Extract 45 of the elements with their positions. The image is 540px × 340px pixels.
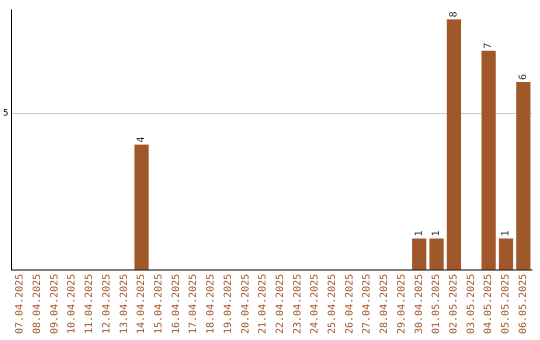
x-tick-label: 25.04.2025 <box>327 274 338 334</box>
x-tick-label: 01.05.2025 <box>431 274 442 334</box>
bar <box>482 50 496 270</box>
x-tick-label: 27.04.2025 <box>362 274 373 334</box>
bar <box>429 238 444 270</box>
x-tick-label: 20.04.2025 <box>240 274 252 334</box>
x-tick-label: 07.04.2025 <box>14 274 26 334</box>
x-tick-label: 22.04.2025 <box>274 274 286 334</box>
x-tick-label: 29.04.2025 <box>396 274 408 334</box>
x-tick-label: 08.04.2025 <box>32 274 44 334</box>
data-label: 1 <box>414 230 425 236</box>
bar <box>412 238 426 270</box>
x-tick-label: 28.04.2025 <box>379 274 390 334</box>
x-tick-label: 15.04.2025 <box>154 274 165 334</box>
x-tick-label: 04.05.2025 <box>483 274 494 334</box>
data-label: 1 <box>431 230 442 236</box>
x-tick-label: 14.04.2025 <box>136 274 148 334</box>
x-tick-label: 10.04.2025 <box>66 274 78 334</box>
data-label: 8 <box>448 11 460 18</box>
y-tick-label: 5 <box>2 108 8 119</box>
x-tick-label: 02.05.2025 <box>448 274 460 334</box>
x-tick-label: 12.04.2025 <box>101 274 112 334</box>
x-tick-label: 06.05.2025 <box>518 274 529 334</box>
bar <box>134 144 149 270</box>
x-tick-label: 09.04.2025 <box>49 274 60 334</box>
data-label: 1 <box>500 230 512 236</box>
x-tick-label: 03.05.2025 <box>466 274 477 334</box>
data-label: 4 <box>136 136 148 143</box>
x-tick-label: 30.04.2025 <box>414 274 425 334</box>
data-label: 7 <box>483 42 494 49</box>
x-tick-label: 05.05.2025 <box>500 274 512 334</box>
x-tick-label: 23.04.2025 <box>292 274 304 334</box>
x-tick-label: 18.04.2025 <box>206 274 217 334</box>
x-tick-label: 19.04.2025 <box>222 274 234 334</box>
x-tick-label: 13.04.2025 <box>118 274 130 334</box>
x-tick-label: 21.04.2025 <box>258 274 269 334</box>
bar <box>498 238 514 270</box>
x-tick-label: 11.04.2025 <box>84 274 96 334</box>
data-label: 6 <box>518 74 529 80</box>
x-tick-label: 26.04.2025 <box>344 274 356 334</box>
bar <box>446 19 462 270</box>
x-tick-label: 16.04.2025 <box>170 274 182 334</box>
x-tick-label: 24.04.2025 <box>310 274 321 334</box>
x-tick-label: 17.04.2025 <box>188 274 200 334</box>
bar <box>516 82 530 270</box>
